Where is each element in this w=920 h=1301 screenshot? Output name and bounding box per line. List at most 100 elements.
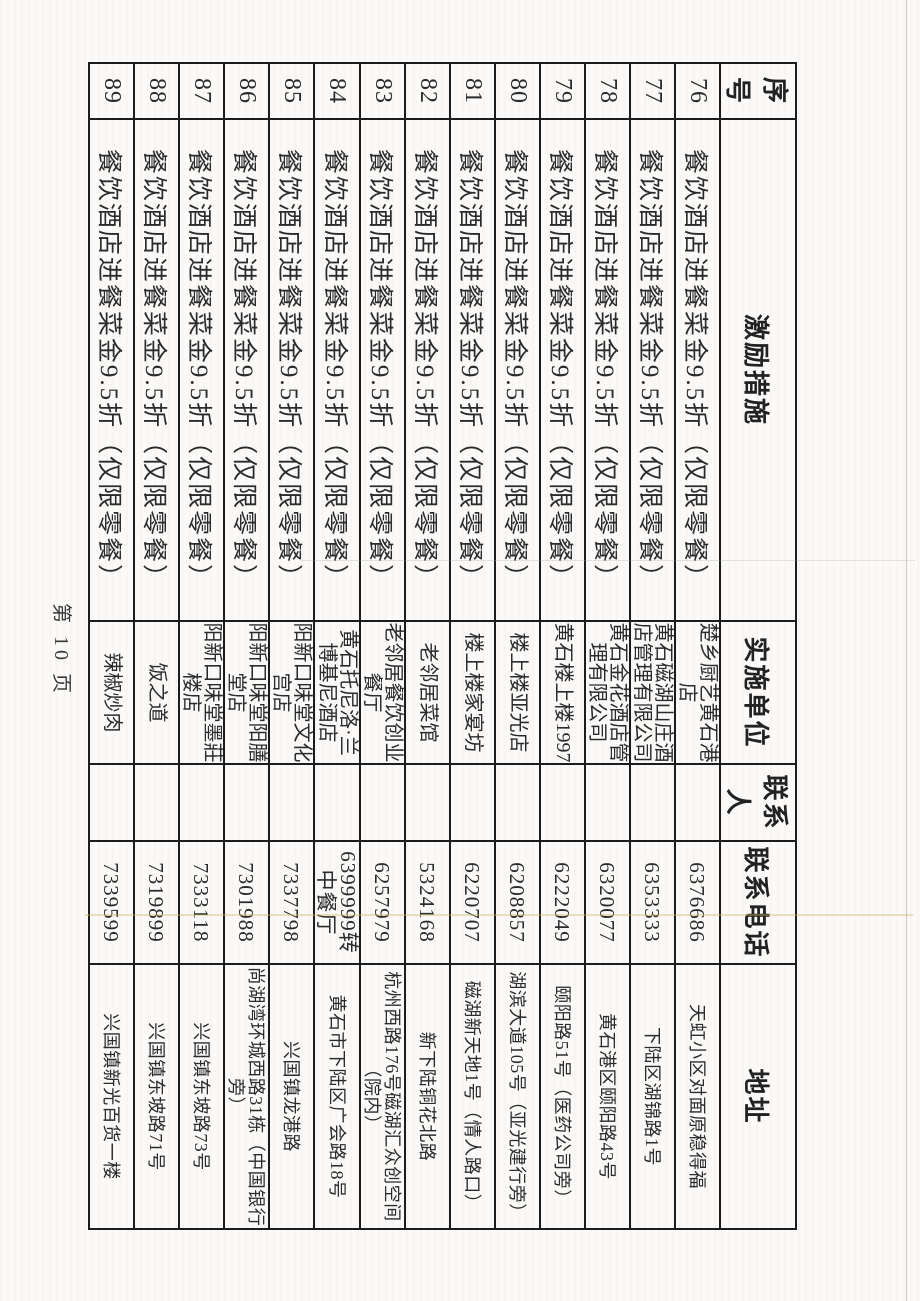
address-cell: 杭州西路176号磁湖汇众创空间（院内） [360,964,405,1229]
table-row: 88 餐饮酒店进餐菜金9.5折（仅限零餐） 饭之道 7319899 兴国镇东坡路71号 [134,63,179,1229]
table-row: 79 餐饮酒店进餐菜金9.5折（仅限零餐） 黄石楼上楼1997 6222049 颐阳路5… [540,63,585,1229]
measure-cell: 餐饮酒店进餐菜金9.5折（仅限零餐） [360,119,405,621]
phone-cell: 6220707 [450,841,495,964]
contact-cell [540,764,585,841]
unit-cell: 黄石磁湖山庄酒店管理有限公司 [630,621,675,764]
unit-cell: 阳新口味堂文化宫店 [269,621,314,764]
scan-edge-shadow [906,0,907,1301]
contact-cell [269,764,314,841]
header-row: 序号 激励措施 实施单位 联系人 联系电话 地址 [720,63,796,1229]
contact-cell [224,764,269,841]
address-cell: 黄石港区颐阳路43号 [585,964,630,1229]
measure-cell: 餐饮酒店进餐菜金9.5折（仅限零餐） [179,119,224,621]
phone-cell: 6320077 [585,841,630,964]
address-cell: 尚湖湾环城西路31栋（中国银行旁） [224,964,269,1229]
table-row: 89 餐饮酒店进餐菜金9.5折（仅限零餐） 辣椒炒肉 7339599 兴国镇新光百货一楼 [89,63,134,1229]
phone-cell: 5324168 [405,841,450,964]
address-cell: 磁湖新天地1号（情人路口） [450,964,495,1229]
unit-cell: 黄石金花酒店管理有限公司 [585,621,630,764]
discount-table: 序号 激励措施 实施单位 联系人 联系电话 地址 76 餐饮酒店进餐菜金9.5折（仅限零餐）… [88,62,797,1230]
address-cell: 兴国镇东坡路73号 [179,964,224,1229]
table-row: 80 餐饮酒店进餐菜金9.5折（仅限零餐） 楼上楼亚光店 6208857 湖滨大道105… [495,63,540,1229]
table-body: 76 餐饮酒店进餐菜金9.5折（仅限零餐） 楚乡厨艺黄石港店 6376686 天虹小区对… [89,63,720,1229]
row-number-cell: 78 [585,63,630,119]
table-row: 87 餐饮酒店进餐菜金9.5折（仅限零餐） 阳新口味堂墨莊楼店 7333118 兴国镇东… [179,63,224,1229]
table-row: 78 餐饮酒店进餐菜金9.5折（仅限零餐） 黄石金花酒店管理有限公司 6320077 黄… [585,63,630,1229]
unit-cell: 老邻居餐饮创业餐厅 [360,621,405,764]
table-row: 85 餐饮酒店进餐菜金9.5折（仅限零餐） 阳新口味堂文化宫店 7337798 兴国镇龙… [269,63,314,1229]
scan-artifact-line-2 [300,560,915,561]
measure-cell: 餐饮酒店进餐菜金9.5折（仅限零餐） [585,119,630,621]
address-cell: 天虹小区对面原稳得福 [675,964,720,1229]
phone-cell: 7333118 [179,841,224,964]
unit-cell: 楚乡厨艺黄石港店 [675,621,720,764]
page-number: 第 10 页 [50,603,72,697]
table-row: 81 餐饮酒店进餐菜金9.5折（仅限零餐） 楼上楼家宴坊 6220707 磁湖新天地1号… [450,63,495,1229]
unit-cell: 辣椒炒肉 [89,621,134,764]
contact-cell [495,764,540,841]
measure-cell: 餐饮酒店进餐菜金9.5折（仅限零餐） [675,119,720,621]
measure-cell: 餐饮酒店进餐菜金9.5折（仅限零餐） [89,119,134,621]
table-row: 86 餐饮酒店进餐菜金9.5折（仅限零餐） 阳新口味堂阳膳堂店 7301988 尚湖湾环… [224,63,269,1229]
phone-cell: 7337798 [269,841,314,964]
row-number-cell: 76 [675,63,720,119]
column-header: 联系电话 [720,841,796,964]
row-number-cell: 86 [224,63,269,119]
row-number-cell: 89 [89,63,134,119]
table-row: 82 餐饮酒店进餐菜金9.5折（仅限零餐） 老邻居菜馆 5324168 新下陆铜花北路 [405,63,450,1229]
measure-cell: 餐饮酒店进餐菜金9.5折（仅限零餐） [224,119,269,621]
address-cell: 兴国镇龙港路 [269,964,314,1229]
unit-cell: 楼上楼家宴坊 [450,621,495,764]
phone-cell: 7301988 [224,841,269,964]
row-number-cell: 81 [450,63,495,119]
table-row: 77 餐饮酒店进餐菜金9.5折（仅限零餐） 黄石磁湖山庄酒店管理有限公司 635333… [630,63,675,1229]
address-cell: 下陆区湖锦路1号 [630,964,675,1229]
unit-cell: 楼上楼亚光店 [495,621,540,764]
phone-cell: 6257979 [360,841,405,964]
phone-cell: 7319899 [134,841,179,964]
contact-cell [179,764,224,841]
table-row: 83 餐饮酒店进餐菜金9.5折（仅限零餐） 老邻居餐饮创业餐厅 6257979 杭州西路… [360,63,405,1229]
row-number-cell: 85 [269,63,314,119]
address-cell: 黄石市下陆区广会路18号 [314,964,360,1229]
column-header: 联系人 [720,764,796,841]
unit-cell: 阳新口味堂阳膳堂店 [224,621,269,764]
phone-cell: 6399999转中餐厅 [314,841,360,964]
contact-cell [405,764,450,841]
row-number-cell: 84 [314,63,360,119]
column-header: 地址 [720,964,796,1229]
contact-cell [450,764,495,841]
phone-cell: 6353333 [630,841,675,964]
row-number-cell: 83 [360,63,405,119]
measure-cell: 餐饮酒店进餐菜金9.5折（仅限零餐） [540,119,585,621]
contact-cell [89,764,134,841]
measure-cell: 餐饮酒店进餐菜金9.5折（仅限零餐） [269,119,314,621]
measure-cell: 餐饮酒店进餐菜金9.5折（仅限零餐） [405,119,450,621]
row-number-cell: 80 [495,63,540,119]
measure-cell: 餐饮酒店进餐菜金9.5折（仅限零餐） [314,119,360,621]
unit-cell: 饭之道 [134,621,179,764]
contact-cell [585,764,630,841]
unit-cell: 老邻居菜馆 [405,621,450,764]
measure-cell: 餐饮酒店进餐菜金9.5折（仅限零餐） [495,119,540,621]
address-cell: 兴国镇东坡路71号 [134,964,179,1229]
phone-cell: 6376686 [675,841,720,964]
contact-cell [134,764,179,841]
row-number-cell: 88 [134,63,179,119]
measure-cell: 餐饮酒店进餐菜金9.5折（仅限零餐） [134,119,179,621]
measure-cell: 餐饮酒店进餐菜金9.5折（仅限零餐） [450,119,495,621]
phone-cell: 6208857 [495,841,540,964]
phone-cell: 6222049 [540,841,585,964]
phone-cell: 7339599 [89,841,134,964]
table-row: 76 餐饮酒店进餐菜金9.5折（仅限零餐） 楚乡厨艺黄石港店 6376686 天虹小区对… [675,63,720,1229]
unit-cell: 黄石托尼洛·兰博基尼酒店 [314,621,360,764]
address-cell: 颐阳路51号（医药公司旁） [540,964,585,1229]
measure-cell: 餐饮酒店进餐菜金9.5折（仅限零餐） [630,119,675,621]
scan-artifact-line [85,914,913,916]
contact-cell [675,764,720,841]
column-header: 序号 [720,63,796,119]
address-cell: 新下陆铜花北路 [405,964,450,1229]
column-header: 激励措施 [720,119,796,621]
unit-cell: 黄石楼上楼1997 [540,621,585,764]
